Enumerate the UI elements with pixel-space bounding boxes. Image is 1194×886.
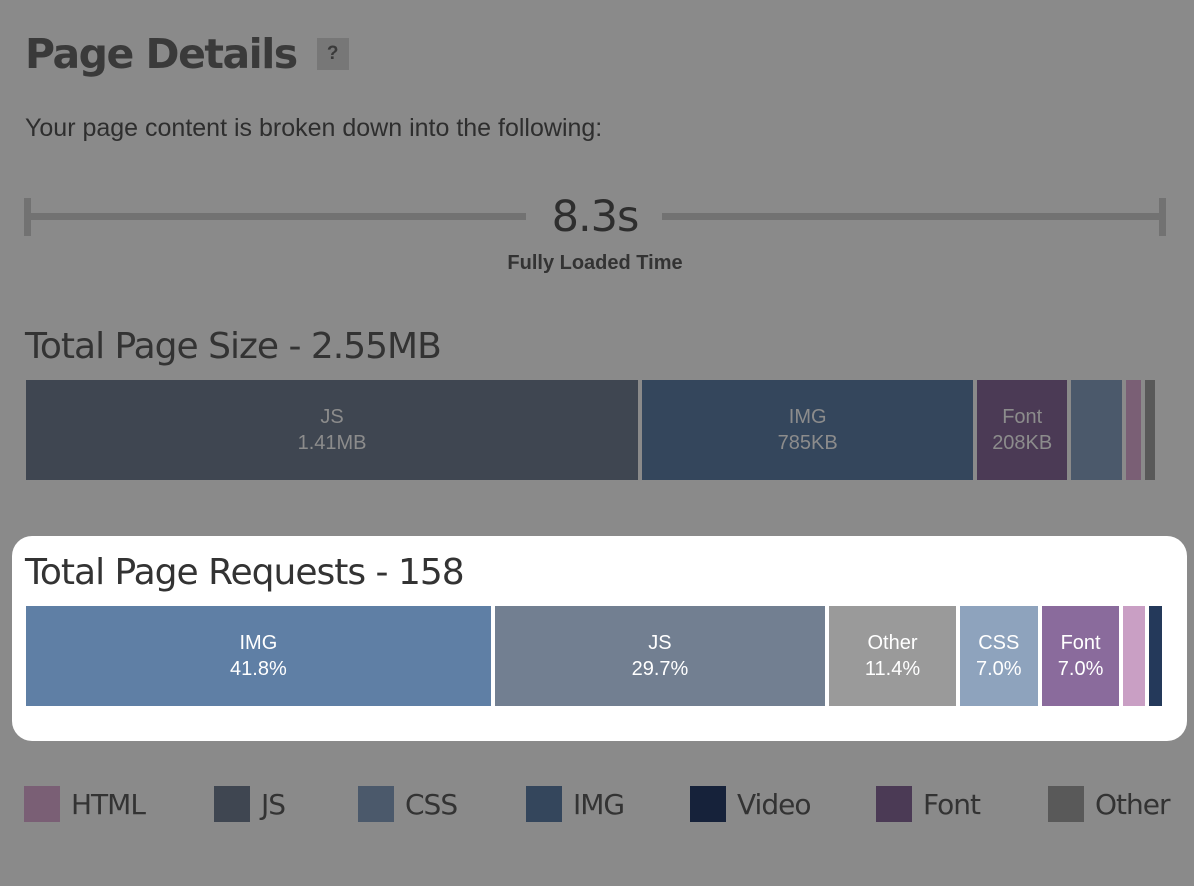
legend-swatch [690, 786, 726, 822]
size-segment-value: 785KB [777, 432, 838, 454]
legend-label: Video [737, 787, 811, 821]
legend-item-font: Font [876, 786, 981, 822]
legend-swatch [526, 786, 562, 822]
legend-label: CSS [405, 787, 458, 821]
content-type-legend: HTML JS CSS IMG Video Font Other [24, 786, 1174, 826]
size-segment-label: IMG [788, 406, 827, 428]
timeline-end-cap [1159, 198, 1166, 236]
requests-segment-label: IMG [239, 632, 278, 654]
page-subtitle: Your page content is broken down into th… [25, 114, 603, 142]
requests-segment-label: Font [1060, 632, 1101, 654]
requests-segment-css[interactable]: CSS 7.0% [959, 606, 1038, 706]
fully-loaded-timeline: 8.3s [24, 192, 1166, 242]
requests-segment-js[interactable]: JS 29.7% [494, 606, 826, 706]
size-segment-font[interactable]: Font 208KB [977, 380, 1068, 480]
timeline-line-left [28, 213, 526, 220]
legend-swatch [876, 786, 912, 822]
legend-label: IMG [573, 787, 625, 821]
requests-segment-font[interactable]: Font 7.0% [1041, 606, 1120, 706]
legend-item-js: JS [214, 786, 286, 822]
legend-item-css: CSS [358, 786, 458, 822]
requests-segment-value: 11.4% [864, 658, 921, 680]
requests-segment-label: CSS [978, 632, 1020, 654]
size-segment-minor-3[interactable] [1071, 380, 1123, 480]
size-segment-value: 1.41MB [297, 432, 367, 454]
legend-label: HTML [71, 787, 146, 821]
requests-segment-label: JS [648, 632, 672, 654]
legend-label: Font [923, 787, 981, 821]
size-segment-minor-4[interactable] [1126, 380, 1141, 480]
legend-item-video: Video [690, 786, 811, 822]
page-title: Page Details [25, 30, 298, 78]
total-page-size-title: Total Page Size - 2.55MB [25, 326, 442, 367]
requests-segment-label: Other [867, 632, 918, 654]
legend-swatch [214, 786, 250, 822]
page-size-bar: JS 1.41MB IMG 785KB Font 208KB [26, 380, 1162, 480]
fully-loaded-time-value: 8.3s [551, 192, 640, 242]
requests-segment-value: 29.7% [631, 658, 689, 680]
timeline-line-right [662, 213, 1162, 220]
help-button[interactable]: ? [316, 38, 349, 70]
requests-segment-img[interactable]: IMG 41.8% [26, 606, 491, 706]
size-segment-img[interactable]: IMG 785KB [642, 380, 974, 480]
legend-label: JS [261, 787, 286, 821]
size-segment-js[interactable]: JS 1.41MB [26, 380, 639, 480]
legend-swatch [1048, 786, 1084, 822]
legend-item-other: Other [1048, 786, 1171, 822]
size-segment-label: JS [320, 406, 344, 428]
legend-swatch [24, 786, 60, 822]
requests-segment-value: 7.0% [1057, 658, 1104, 680]
requests-segment-other[interactable]: Other 11.4% [829, 606, 956, 706]
requests-segment-minor-6[interactable] [1148, 606, 1162, 706]
legend-label: Other [1095, 787, 1171, 821]
requests-segment-value: 7.0% [975, 658, 1022, 680]
legend-item-html: HTML [24, 786, 146, 822]
requests-segment-value: 41.8% [230, 658, 287, 680]
legend-swatch [358, 786, 394, 822]
size-segment-label: Font [1002, 406, 1043, 428]
requests-segment-minor-5[interactable] [1123, 606, 1145, 706]
size-segment-value: 208KB [992, 432, 1053, 454]
size-segment-minor-5[interactable] [1144, 380, 1156, 480]
timeline-start-cap [24, 198, 31, 236]
page-requests-bar: IMG 41.8% JS 29.7% Other 11.4% CSS 7.0% Font 7.0% [26, 606, 1162, 706]
legend-item-img: IMG [526, 786, 625, 822]
title-row: Page Details ? [25, 30, 349, 78]
total-page-requests-title: Total Page Requests - 158 [25, 552, 465, 593]
fully-loaded-time-label: Fully Loaded Time [507, 252, 683, 274]
